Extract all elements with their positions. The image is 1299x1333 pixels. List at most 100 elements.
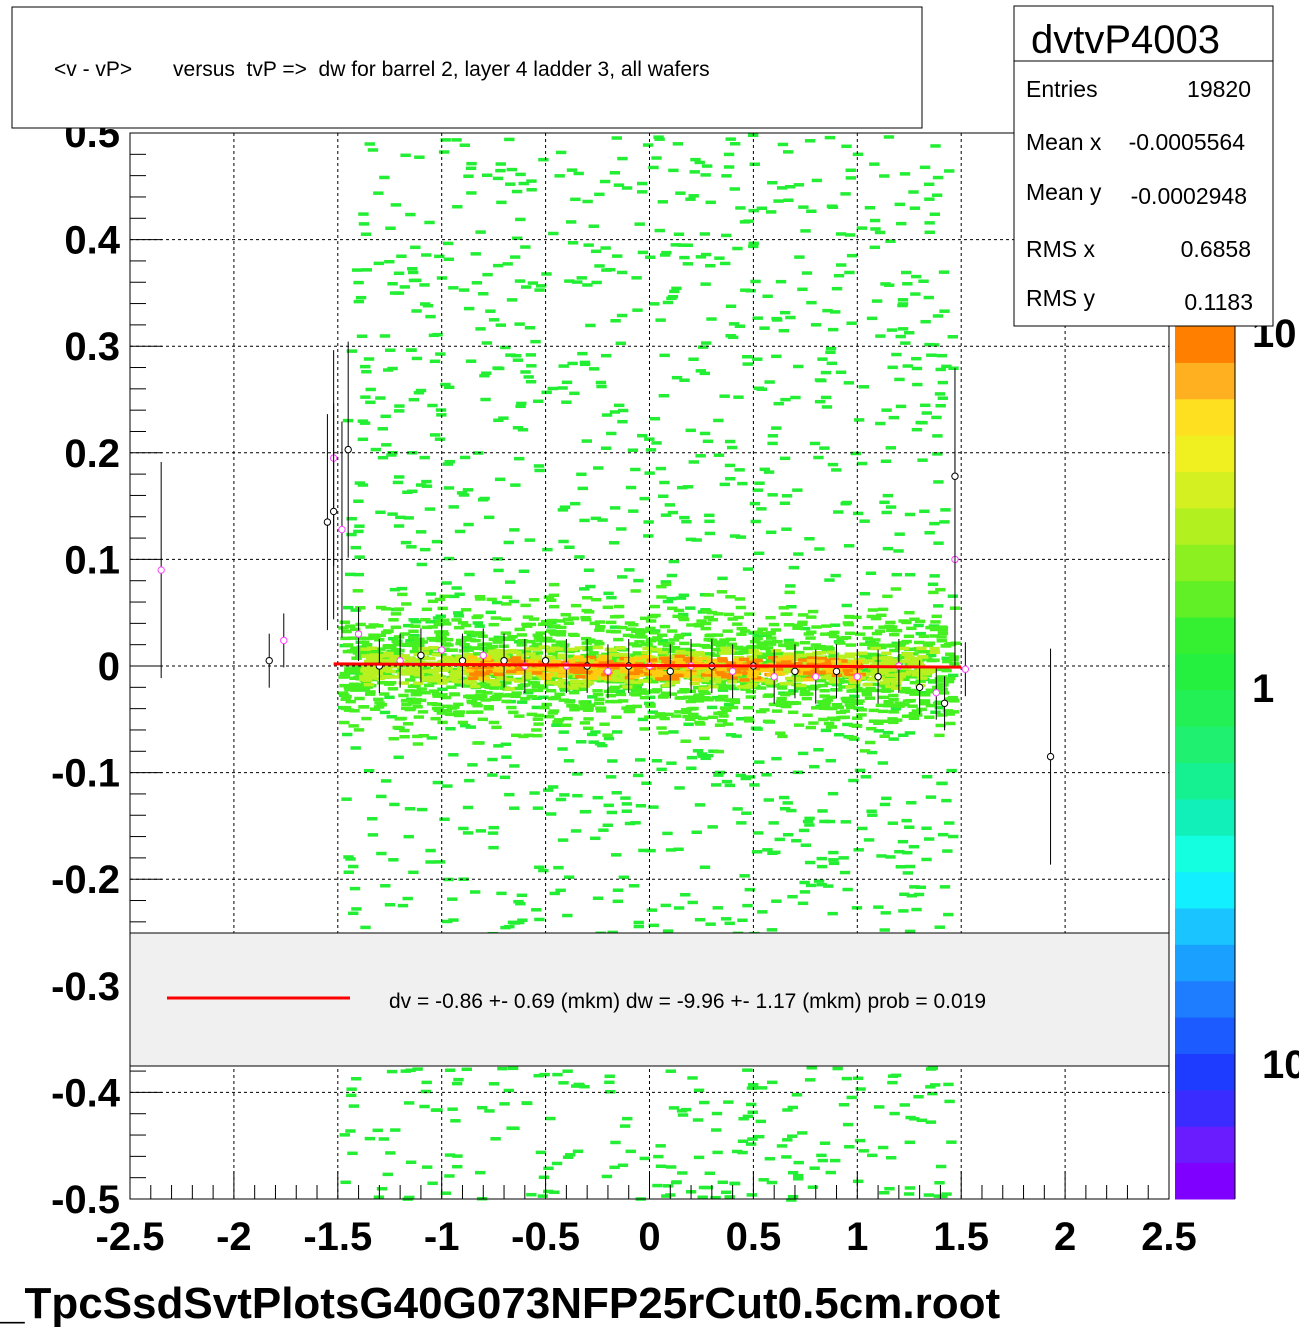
heat-cell	[735, 206, 746, 210]
heat-cell	[515, 404, 526, 409]
heat-cell	[895, 334, 906, 339]
heat-cell	[608, 541, 620, 545]
profile-point	[417, 651, 425, 660]
heat-cell	[651, 156, 662, 160]
heat-cell	[533, 722, 544, 726]
heat-cell	[883, 135, 895, 139]
heat-cell	[483, 705, 494, 709]
heat-cell	[592, 640, 603, 644]
heat-cell	[858, 1149, 869, 1153]
heat-cell	[468, 646, 480, 650]
heat-cell	[901, 620, 912, 625]
heat-cell	[844, 674, 855, 678]
heat-cell	[413, 715, 425, 719]
heat-cell	[714, 676, 726, 681]
heat-cell	[640, 642, 652, 646]
heat-cell	[574, 555, 585, 559]
heat-cell	[708, 749, 719, 753]
heat-cell	[798, 828, 810, 833]
heat-cell	[579, 360, 591, 365]
heat-cell	[820, 728, 832, 733]
profile-point	[728, 667, 737, 676]
heat-cell	[581, 645, 592, 650]
heat-cell	[513, 899, 524, 904]
heat-cell	[680, 668, 691, 672]
heat-cell	[904, 864, 916, 869]
heat-cell	[729, 698, 740, 702]
heat-cell	[627, 448, 639, 452]
heat-cell	[722, 629, 733, 633]
heat-cell	[890, 587, 902, 591]
heat-cell	[716, 672, 728, 676]
heat-cell	[832, 702, 843, 707]
heat-cell	[409, 649, 420, 654]
heat-cell	[879, 928, 890, 932]
heat-cell	[397, 671, 408, 676]
heat-cell	[555, 150, 567, 155]
heat-cell	[412, 665, 423, 670]
heat-cell	[742, 903, 753, 908]
heat-cell	[534, 468, 545, 473]
heat-cell	[350, 688, 361, 692]
heat-cell	[592, 896, 604, 900]
heat-cell	[682, 671, 693, 675]
heat-cell	[753, 386, 765, 390]
heat-cell	[778, 328, 790, 333]
heat-cell	[767, 662, 778, 667]
heat-cell	[366, 672, 378, 676]
heat-cell	[936, 675, 948, 679]
heat-cell	[824, 819, 835, 824]
heat-cell	[671, 714, 682, 718]
heat-cell	[663, 712, 674, 717]
heat-cell	[862, 625, 873, 630]
heat-cell	[759, 467, 770, 472]
x-tick-label: -2.5	[96, 1215, 165, 1259]
heat-cell	[824, 674, 835, 679]
heat-cell	[867, 608, 879, 612]
heat-cell	[617, 699, 629, 703]
heat-cell	[946, 768, 957, 773]
heat-cell	[873, 721, 884, 725]
heat-cell	[827, 791, 839, 796]
heat-cell	[464, 572, 475, 577]
heat-cell	[606, 648, 618, 653]
heat-cell	[412, 705, 423, 709]
heat-cell	[704, 519, 715, 524]
heat-cell	[860, 775, 872, 779]
heat-cell	[596, 657, 608, 662]
heat-cell	[757, 627, 768, 632]
heat-cell	[564, 700, 575, 704]
heat-cell	[474, 594, 486, 599]
heat-cell	[442, 784, 453, 788]
heat-cell	[911, 907, 922, 912]
heat-cell	[545, 639, 556, 643]
heat-cell	[821, 648, 832, 652]
heat-cell	[881, 510, 892, 515]
heat-cell	[551, 1161, 563, 1166]
heat-cell	[464, 778, 475, 783]
heat-cell	[557, 655, 568, 659]
heat-cell	[611, 853, 622, 857]
heat-cell	[553, 865, 564, 870]
heat-cell	[726, 680, 738, 684]
heat-cell	[754, 760, 765, 764]
heat-cell	[815, 670, 826, 675]
heat-cell	[714, 723, 726, 727]
heat-cell	[690, 696, 702, 700]
heat-cell	[819, 446, 830, 450]
heat-cell	[364, 1136, 376, 1141]
heat-cell	[511, 189, 523, 194]
heat-cell	[876, 645, 887, 650]
heat-cell	[833, 273, 845, 278]
heat-cell	[578, 587, 590, 591]
heat-cell	[651, 647, 663, 652]
heat-cell	[916, 667, 928, 672]
heat-cell	[805, 725, 816, 730]
heat-cell	[599, 179, 611, 184]
heat-cell	[456, 638, 467, 643]
heat-cell	[775, 657, 786, 662]
heat-cell	[585, 655, 597, 660]
heat-cell	[756, 641, 768, 646]
heat-cell	[745, 689, 757, 694]
heat-cell	[825, 758, 836, 763]
